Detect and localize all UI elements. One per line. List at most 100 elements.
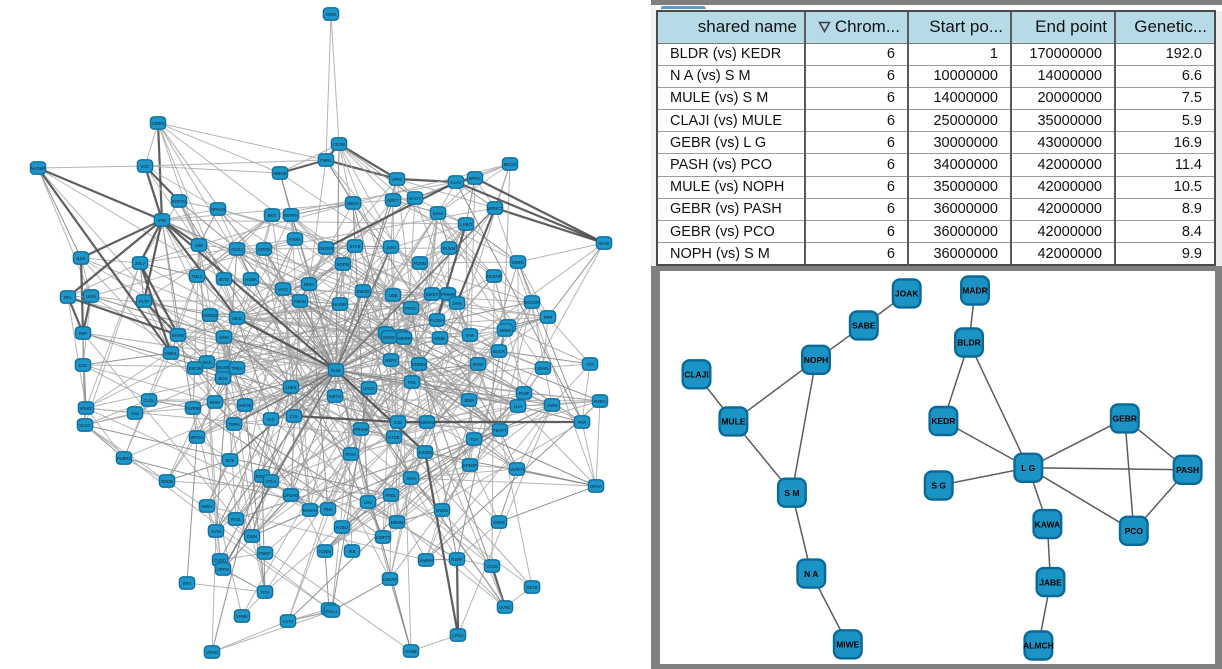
- svg-text:IACC: IACC: [278, 287, 288, 292]
- svg-text:REPFH: REPFH: [284, 213, 298, 218]
- svg-text:FKGL: FKGL: [231, 517, 243, 522]
- svg-text:RSRA: RSRA: [594, 399, 606, 404]
- svg-text:NSRF: NSRF: [451, 557, 463, 562]
- svg-text:ITO: ITO: [587, 362, 595, 367]
- svg-text:BCN: BCN: [219, 376, 228, 381]
- svg-text:WNKE: WNKE: [80, 406, 93, 411]
- svg-text:PUBRV: PUBRV: [117, 456, 132, 461]
- svg-text:RTSA: RTSA: [345, 452, 356, 457]
- svg-text:KPEDF: KPEDF: [463, 463, 477, 468]
- svg-text:GRKE: GRKE: [493, 520, 505, 525]
- svg-text:IWDU: IWDU: [201, 504, 212, 509]
- svg-text:JEBR: JEBR: [464, 398, 475, 403]
- svg-text:EJO: EJO: [79, 363, 88, 368]
- svg-text:JWMS: JWMS: [499, 328, 512, 333]
- svg-text:WPOU: WPOU: [190, 435, 203, 440]
- svg-text:NPET: NPET: [387, 198, 399, 203]
- svg-text:VMKIL: VMKIL: [165, 351, 178, 356]
- svg-text:PLOSH: PLOSH: [430, 318, 444, 323]
- svg-text:WOG: WOG: [473, 362, 483, 367]
- svg-text:EWVD: EWVD: [357, 289, 370, 294]
- svg-text:ICWM: ICWM: [319, 549, 331, 554]
- svg-text:IMKRR: IMKRR: [397, 336, 411, 341]
- svg-text:MSBL: MSBL: [434, 336, 446, 341]
- svg-text:LPUU: LPUU: [452, 633, 463, 638]
- svg-text:NFAD: NFAD: [598, 241, 609, 246]
- svg-text:CUL: CUL: [290, 414, 299, 419]
- svg-text:HASBF: HASBF: [333, 302, 347, 307]
- svg-text:WBGB: WBGB: [274, 171, 287, 176]
- svg-text:PASH: PASH: [1176, 465, 1199, 475]
- svg-text:PRDL: PRDL: [385, 493, 397, 498]
- svg-text:SVNI: SVNI: [211, 529, 221, 534]
- svg-text:SOE: SOE: [226, 458, 235, 463]
- svg-text:PRWW: PRWW: [441, 292, 455, 297]
- svg-text:FSWA: FSWA: [289, 237, 301, 242]
- svg-text:VOC: VOC: [140, 164, 149, 169]
- svg-text:VLRFH: VLRFH: [510, 467, 524, 472]
- svg-text:TRKA: TRKA: [231, 366, 242, 371]
- svg-text:JUCBD: JUCBD: [418, 450, 432, 455]
- svg-text:PHP: PHP: [578, 420, 587, 425]
- svg-text:UACC: UACC: [363, 386, 375, 391]
- svg-text:CLGL: CLGL: [144, 398, 156, 403]
- svg-text:RFL: RFL: [64, 295, 73, 300]
- svg-text:ORILW: ORILW: [354, 427, 367, 432]
- svg-text:FBAFT: FBAFT: [493, 428, 507, 433]
- svg-text:FITA: FITA: [261, 590, 270, 595]
- svg-text:HVNB: HVNB: [405, 649, 417, 654]
- svg-text:LGV: LGV: [364, 500, 373, 505]
- svg-text:WPKC: WPKC: [469, 176, 482, 181]
- svg-text:ILEK: ILEK: [76, 256, 85, 261]
- svg-text:MGUOP: MGUOP: [524, 300, 540, 305]
- svg-text:VPFW: VPFW: [217, 567, 229, 572]
- svg-text:CHLRF: CHLRF: [383, 577, 397, 582]
- svg-text:ESCW: ESCW: [189, 366, 202, 371]
- svg-text:UVNC: UVNC: [499, 605, 511, 610]
- svg-text:UFOHD: UFOHD: [284, 493, 299, 498]
- svg-text:EBMM: EBMM: [391, 520, 404, 525]
- svg-text:ICC: ICC: [267, 417, 274, 422]
- svg-text:BHVM: BHVM: [172, 333, 185, 338]
- svg-text:JPPG: JPPG: [392, 177, 403, 182]
- svg-text:TMLC: TMLC: [191, 274, 202, 279]
- svg-text:HTLA: HTLA: [266, 479, 277, 484]
- svg-text:BAGT: BAGT: [409, 196, 421, 201]
- svg-text:OSOVV: OSOVV: [319, 246, 334, 251]
- svg-text:NSMVU: NSMVU: [419, 420, 434, 425]
- svg-text:PCO: PCO: [1125, 526, 1144, 536]
- svg-text:VRMK: VRMK: [236, 614, 248, 619]
- svg-text:IPW: IPW: [158, 218, 166, 223]
- svg-text:KEDR: KEDR: [931, 416, 955, 426]
- svg-text:RUIE: RUIE: [331, 368, 341, 373]
- svg-text:JARN: JARN: [547, 403, 558, 408]
- svg-text:UBJL: UBJL: [232, 316, 243, 321]
- svg-text:JOAK: JOAK: [895, 289, 919, 299]
- svg-text:KMTG: KMTG: [329, 394, 341, 399]
- svg-text:EJS: EJS: [394, 420, 402, 425]
- svg-text:MGOW: MGOW: [217, 365, 231, 370]
- svg-text:CVDO: CVDO: [214, 558, 227, 563]
- svg-text:NHCI: NHCI: [304, 282, 314, 287]
- svg-text:SWH: SWH: [219, 335, 229, 340]
- svg-text:VNJ: VNJ: [131, 411, 139, 416]
- svg-text:RIIP: RIIP: [79, 331, 87, 336]
- svg-text:FCMM: FCMM: [414, 261, 427, 266]
- svg-text:CVFJ: CVFJ: [283, 619, 293, 624]
- svg-text:GWN: GWN: [326, 12, 336, 17]
- svg-text:CLAV: CLAV: [451, 180, 462, 185]
- svg-text:JDHFL: JDHFL: [536, 366, 550, 371]
- svg-text:GEBR: GEBR: [1113, 414, 1138, 424]
- svg-text:IIETE: IIETE: [219, 277, 230, 282]
- svg-text:PBGF: PBGF: [259, 551, 271, 556]
- svg-text:DRVA: DRVA: [590, 484, 601, 489]
- svg-text:SOPM: SOPM: [337, 262, 350, 267]
- svg-text:SABE: SABE: [852, 321, 876, 331]
- svg-text:TOA: TOA: [470, 437, 479, 442]
- svg-text:GOHE: GOHE: [383, 335, 396, 340]
- svg-text:VHK: VHK: [466, 333, 475, 338]
- svg-text:LHES: LHES: [286, 385, 297, 390]
- svg-text:MULE: MULE: [721, 417, 745, 427]
- svg-text:JABE: JABE: [1039, 577, 1062, 587]
- svg-text:DMFE: DMFE: [512, 260, 524, 265]
